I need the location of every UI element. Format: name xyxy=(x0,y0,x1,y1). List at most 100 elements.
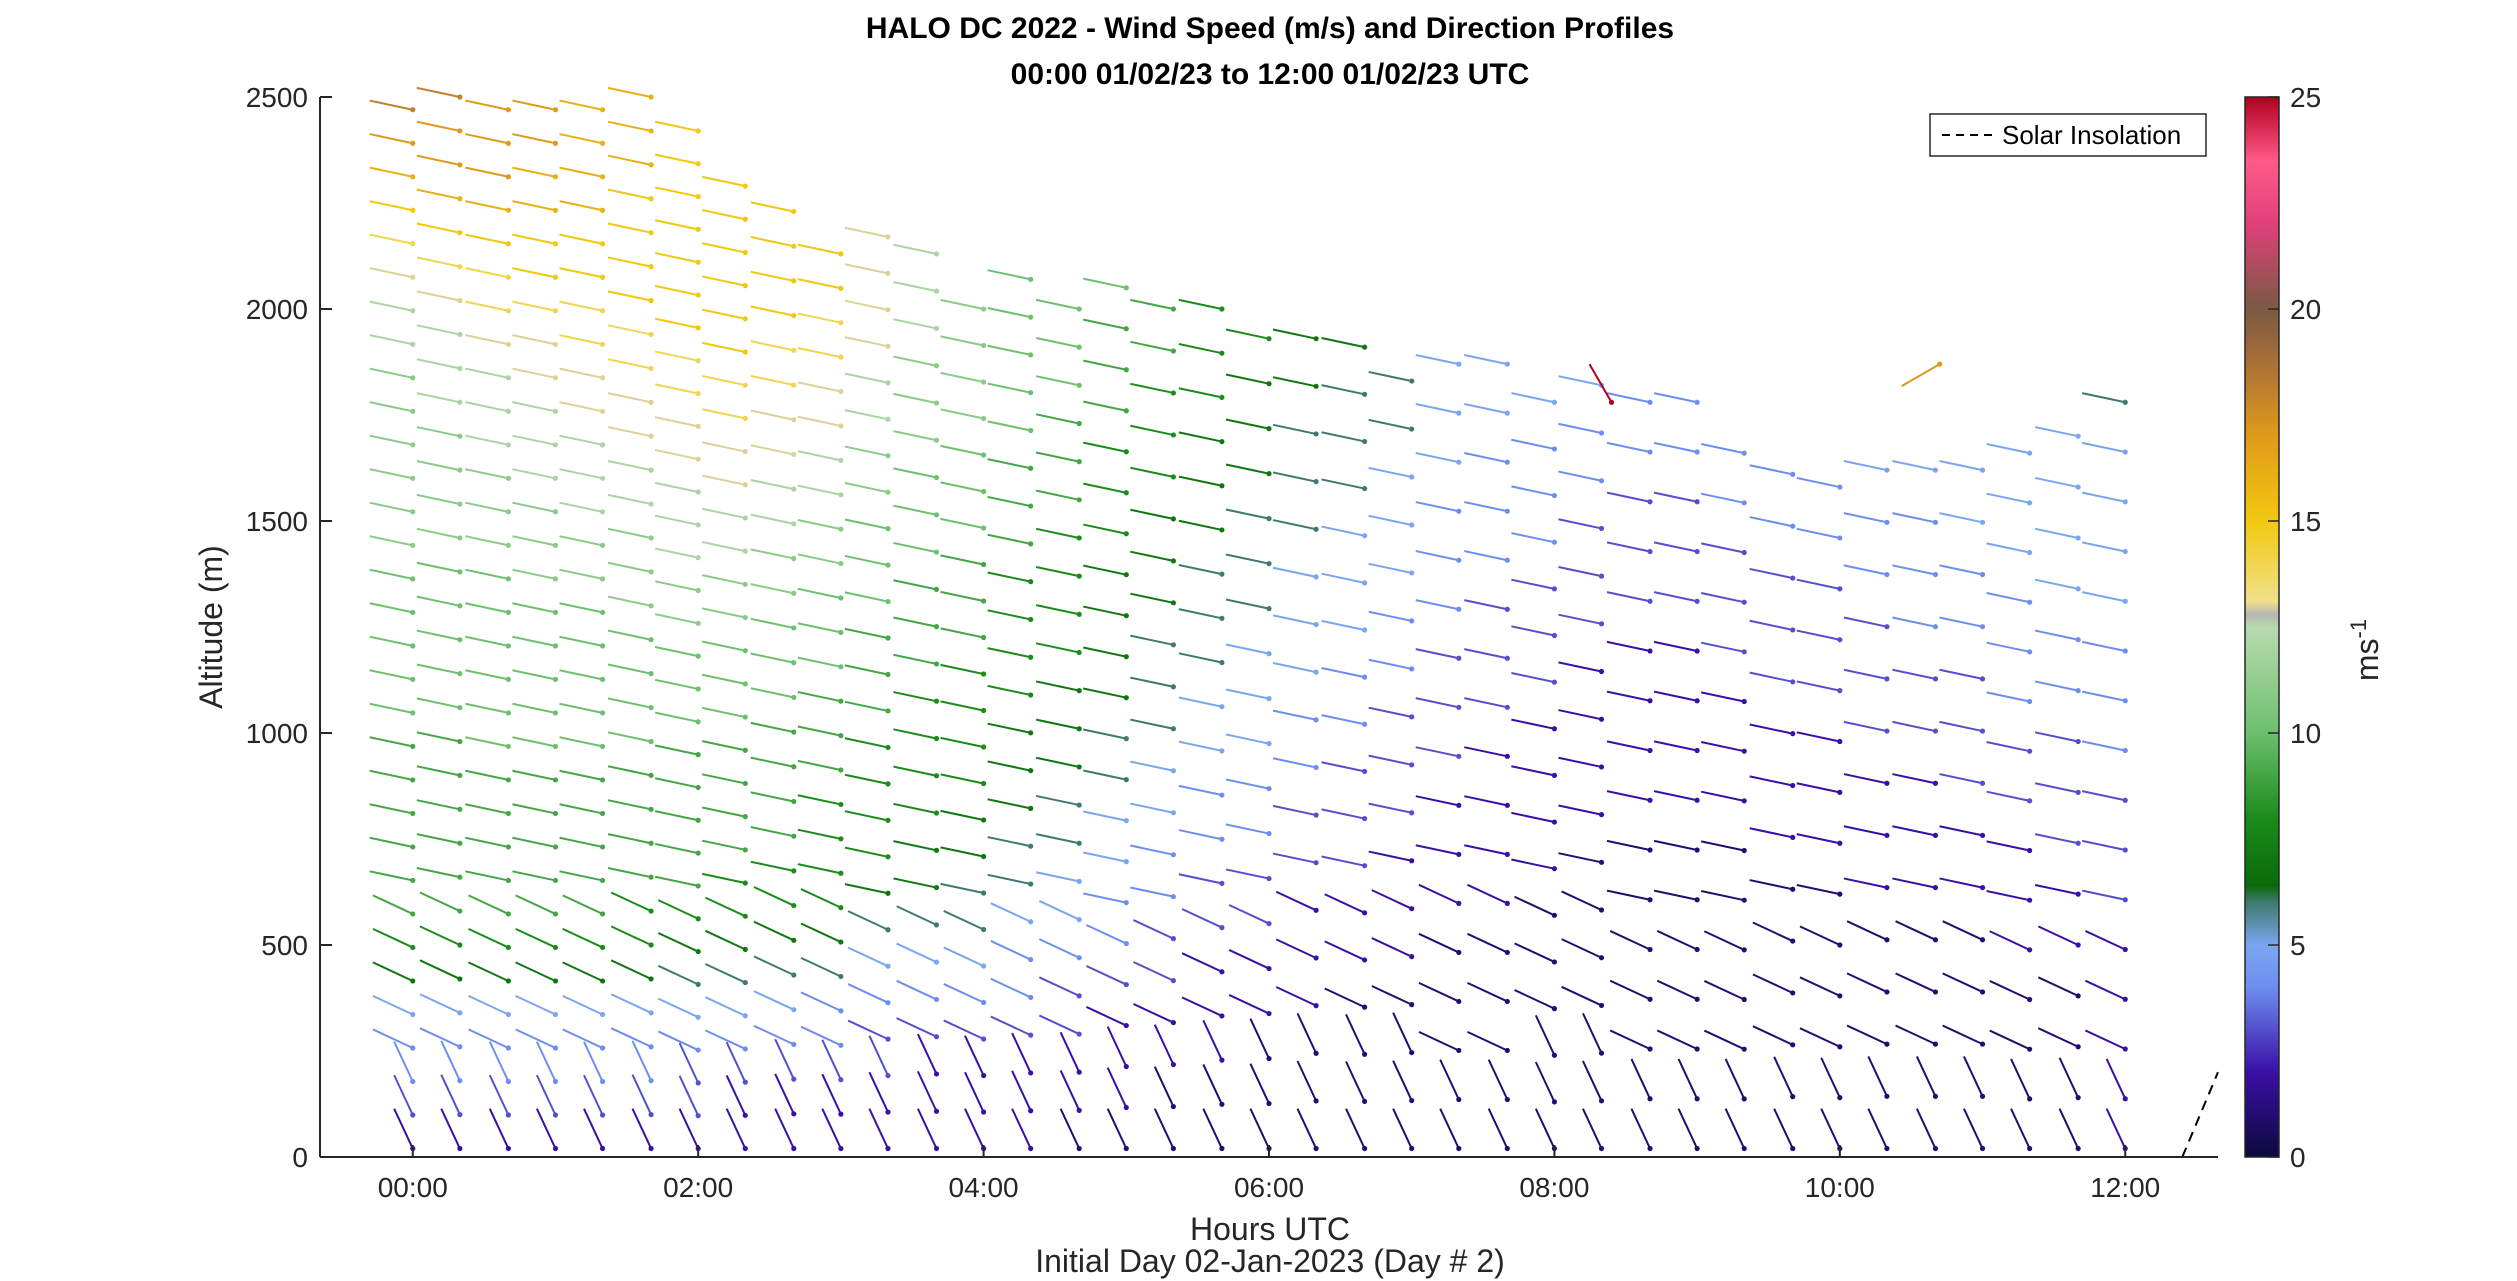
wind-barb xyxy=(512,334,556,346)
wind-barb xyxy=(1368,802,1412,814)
wind-barb-point xyxy=(885,817,891,823)
wind-barb-point xyxy=(599,1145,606,1152)
wind-barb xyxy=(1272,423,1317,435)
wind-barb xyxy=(1321,431,1365,443)
wind-barb xyxy=(1130,298,1174,310)
wind-barb xyxy=(1700,592,1745,604)
wind-barb xyxy=(1130,382,1174,394)
wind-barb-point xyxy=(457,637,463,643)
wind-barb-point xyxy=(1076,535,1082,541)
wind-barb-point xyxy=(1313,336,1319,342)
wind-barb-point xyxy=(1551,1099,1558,1105)
wind-barb xyxy=(1321,337,1365,349)
wind-barb-point xyxy=(1790,1145,1796,1152)
wind-barb xyxy=(2084,1029,2126,1050)
wind-barb-point xyxy=(742,714,748,720)
wind-barb xyxy=(1963,1108,1984,1149)
wind-barb-point xyxy=(1932,884,1939,891)
wind-barb-point xyxy=(1598,764,1605,770)
wind-barb-point xyxy=(457,535,463,541)
wind-barb-point xyxy=(1932,1093,1939,1099)
wind-barb-point xyxy=(410,140,416,146)
wind-barb-point xyxy=(1028,730,1034,736)
wind-barb xyxy=(559,300,603,312)
wind-barb xyxy=(797,587,842,599)
wind-barb-point xyxy=(1790,1042,1796,1048)
wind-barb-point xyxy=(457,128,463,134)
wind-barb-point xyxy=(2027,748,2033,754)
wind-barb xyxy=(750,270,794,282)
colorbar-label-exponent: -1 xyxy=(2346,619,2371,639)
wind-barb-point xyxy=(410,509,416,515)
wind-barb xyxy=(583,1108,604,1149)
wind-barb xyxy=(416,629,461,641)
wind-barb xyxy=(369,803,413,815)
wind-barb-point xyxy=(1409,666,1415,672)
wind-barb-point xyxy=(933,959,940,965)
wind-barb-point xyxy=(1504,900,1510,906)
wind-barb-point xyxy=(599,844,606,850)
wind-barb xyxy=(1130,844,1174,856)
wind-barb xyxy=(1558,565,1602,578)
wind-barb-point xyxy=(695,686,701,692)
wind-barb-point xyxy=(1076,420,1082,427)
wind-barb xyxy=(1011,1108,1032,1149)
wind-barb xyxy=(559,501,603,513)
wind-barb-point xyxy=(410,810,416,817)
wind-barb-point xyxy=(1313,1098,1319,1104)
wind-barb-point xyxy=(1362,627,1368,633)
wind-barb-point xyxy=(2075,1044,2081,1050)
wind-barb-point xyxy=(2027,599,2033,605)
wind-barb xyxy=(1130,760,1174,772)
wind-barb xyxy=(1178,873,1223,885)
wind-barb xyxy=(844,372,889,384)
wind-barb xyxy=(369,501,413,513)
wind-barb xyxy=(468,927,509,949)
wind-barb xyxy=(1225,418,1270,430)
wind-barb xyxy=(416,256,461,268)
wind-barb xyxy=(893,430,937,442)
wind-barb xyxy=(610,925,652,946)
wind-barb xyxy=(1558,804,1602,816)
wind-barb xyxy=(1272,376,1317,388)
wind-barb xyxy=(1843,512,1888,524)
wind-barb xyxy=(750,374,794,386)
wind-barb-point xyxy=(791,590,797,596)
wind-barb-point xyxy=(980,561,987,568)
wind-barb-point xyxy=(505,207,511,213)
wind-barb xyxy=(1846,972,1888,993)
wind-barb-point xyxy=(1979,780,1986,786)
wind-barb xyxy=(964,1035,985,1076)
wind-barb-point xyxy=(2122,1046,2128,1052)
wind-barb xyxy=(1656,979,1698,1001)
wind-barb-point xyxy=(838,1145,844,1152)
wind-barb xyxy=(607,188,652,200)
wind-barb-point xyxy=(599,341,606,347)
wind-barb xyxy=(1939,564,1983,576)
wind-barb-point xyxy=(599,509,606,515)
wind-barb xyxy=(369,267,413,279)
wind-barb xyxy=(1700,840,1745,852)
wind-barb xyxy=(1272,614,1317,626)
wind-barb-point xyxy=(2027,798,2033,804)
wind-barb xyxy=(1368,466,1412,478)
wind-barb xyxy=(1609,930,1651,951)
wind-barb xyxy=(559,99,603,111)
wind-barb-point xyxy=(505,710,511,716)
wind-barb-point xyxy=(505,308,511,314)
wind-barb xyxy=(1558,422,1602,434)
wind-barb xyxy=(844,445,889,457)
wind-barb xyxy=(1989,930,2031,951)
wind-barb xyxy=(1085,1006,1127,1027)
wind-barb xyxy=(1035,489,1080,501)
wind-barb xyxy=(1324,893,1366,914)
wind-barb xyxy=(893,541,937,554)
wind-barb-point xyxy=(838,973,844,980)
wind-barb xyxy=(893,243,937,255)
wind-barb xyxy=(1130,550,1174,562)
wind-barb xyxy=(2081,889,2126,901)
legend-label-solar-insolation: Solar Insolation xyxy=(2002,120,2181,150)
wind-barb-point xyxy=(1170,432,1176,438)
wind-barb-point xyxy=(1551,819,1558,825)
wind-barb-point xyxy=(1884,519,1890,525)
